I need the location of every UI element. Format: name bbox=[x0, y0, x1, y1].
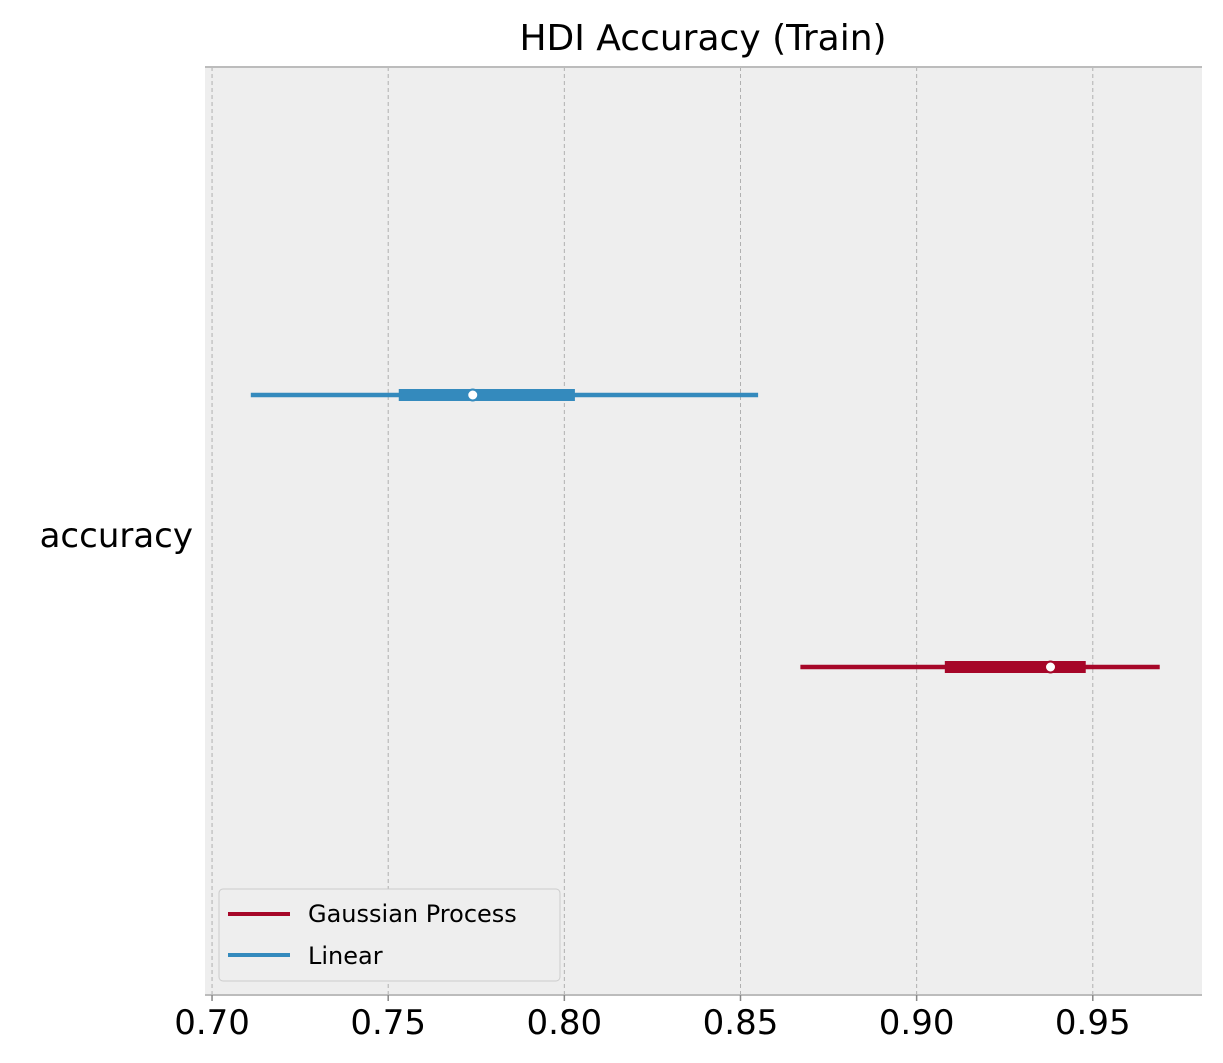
series-group bbox=[250, 388, 1160, 674]
legend-label-gaussian-process: Gaussian Process bbox=[308, 900, 517, 928]
point-estimate-gaussian-process bbox=[1044, 660, 1058, 674]
tick-label-0.70: 0.70 bbox=[174, 1003, 250, 1043]
legend: Gaussian Process Linear bbox=[218, 888, 561, 982]
tick-label-0.75: 0.75 bbox=[350, 1003, 426, 1043]
tick-label-0.95: 0.95 bbox=[1055, 1003, 1131, 1043]
legend-box bbox=[218, 888, 561, 982]
tick-label-0.90: 0.90 bbox=[879, 1003, 955, 1043]
point-estimate-linear bbox=[466, 388, 480, 402]
tick-label-0.85: 0.85 bbox=[703, 1003, 779, 1043]
legend-label-linear: Linear bbox=[308, 942, 383, 970]
chart-title: HDI Accuracy (Train) bbox=[519, 18, 886, 59]
variable-label: accuracy bbox=[40, 516, 193, 556]
plot-background bbox=[205, 67, 1202, 995]
tick-label-0.80: 0.80 bbox=[526, 1003, 602, 1043]
x-axis-ticks: 0.70 0.75 0.80 0.85 0.90 0.95 bbox=[174, 995, 1131, 1043]
grid-lines bbox=[211, 67, 1094, 995]
